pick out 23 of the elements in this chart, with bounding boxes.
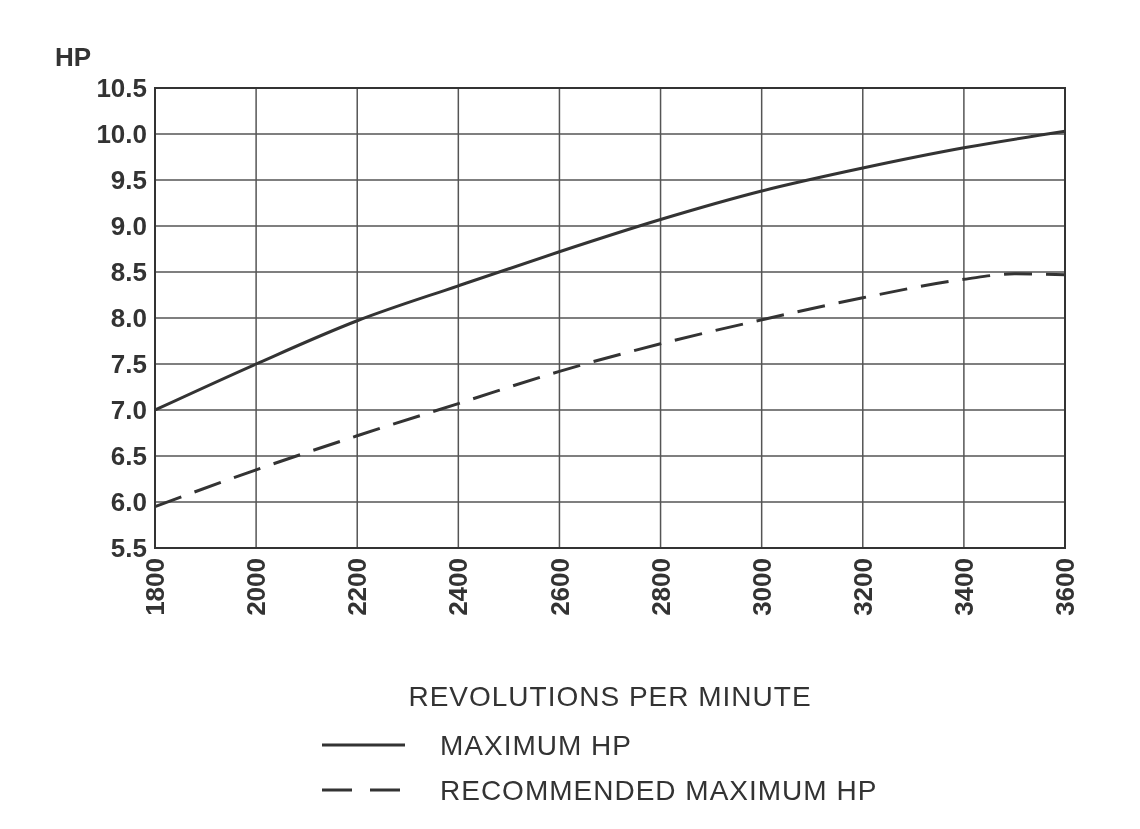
x-tick-label: 2600 xyxy=(544,558,575,616)
legend-label: MAXIMUM HP xyxy=(440,729,632,761)
x-tick-label: 2400 xyxy=(443,558,474,616)
y-tick-label: 6.5 xyxy=(110,441,147,472)
y-tick-label: 9.0 xyxy=(110,211,147,242)
x-tick-label: 2200 xyxy=(342,558,373,616)
legend-label: RECOMMENDED MAXIMUM HP xyxy=(440,774,878,806)
x-axis-title: REVOLUTIONS PER MINUTE xyxy=(408,681,812,712)
x-tick-label: 2800 xyxy=(645,558,676,616)
y-tick-label: 6.0 xyxy=(110,487,147,518)
y-tick-label: 10.5 xyxy=(96,73,147,104)
x-tick-label: 3600 xyxy=(1050,558,1081,616)
y-tick-label: 9.5 xyxy=(110,165,147,196)
x-tick-label: 3400 xyxy=(948,558,979,616)
y-tick-label: 7.5 xyxy=(110,349,147,380)
y-tick-label: 7.0 xyxy=(110,395,147,426)
y-axis-title: HP xyxy=(55,42,92,72)
x-tick-label: 3000 xyxy=(746,558,777,616)
y-tick-label: 8.0 xyxy=(110,303,147,334)
x-tick-label: 3200 xyxy=(847,558,878,616)
y-tick-label: 8.5 xyxy=(110,257,147,288)
x-tick-label: 2000 xyxy=(241,558,272,616)
y-tick-label: 10.0 xyxy=(96,119,147,150)
